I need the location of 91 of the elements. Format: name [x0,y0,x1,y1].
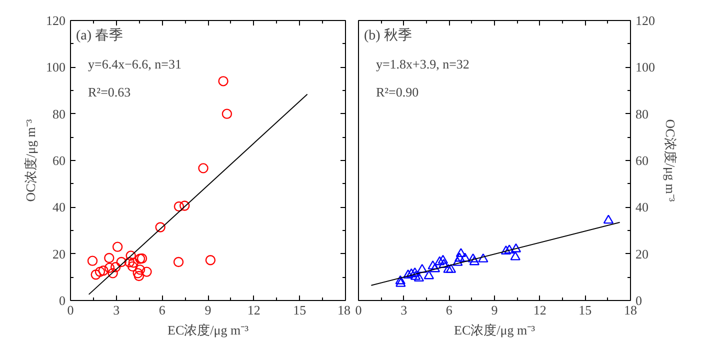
point [180,200,190,211]
point [132,268,143,278]
point [128,258,139,268]
point [396,278,406,287]
point [428,260,438,270]
point [198,163,208,174]
point [222,108,232,119]
point [424,270,434,280]
point [205,255,216,266]
y-tick-label: 100 [46,60,66,75]
point [430,263,440,272]
x-tick-label: 18 [338,302,350,318]
point [218,76,228,86]
y-tick-label: 20 [52,246,66,262]
y-tick-label: 80 [52,106,66,122]
point [124,257,135,268]
point [134,264,146,275]
point [126,250,136,261]
y-tick-label: 120 [46,13,66,28]
point [410,267,420,276]
annotation: y=1.8x+3.9, n=32 [376,56,470,72]
x-tick-label: 12 [247,302,260,318]
point [142,266,152,277]
point [454,252,465,262]
point [414,272,424,282]
y2-tick-label: 60 [636,153,648,168]
point [134,270,144,282]
x-tick-label: 15 [293,302,306,318]
point [110,262,121,272]
annotation: (a) 春季 [76,27,124,44]
x-tick-label: 3 [400,302,408,318]
point [510,243,522,252]
x-tick-label: 15 [578,302,592,318]
point [468,253,478,262]
x-axis-title: EC浓度/μg m⁻³ [454,322,536,338]
point [174,201,184,212]
point [500,245,512,254]
point [173,256,184,268]
y-tick-label: 0 [59,293,66,308]
y2-tick-label: 100 [636,60,655,75]
point [104,252,114,264]
point [446,264,456,273]
point [402,270,414,278]
x-tick-label: 18 [624,302,637,318]
point [456,248,466,258]
x-tick-label: 9 [491,302,498,318]
point [452,256,463,266]
point [438,254,448,264]
point [90,270,101,280]
point [434,256,445,266]
y-axis-title: OC浓度/μg m⁻³ [23,119,38,202]
point [443,264,454,273]
y2-tick-label: 0 [636,293,642,308]
y-tick-label: 40 [52,200,66,215]
point [395,275,406,284]
point [417,264,428,273]
point [116,256,126,268]
point [410,270,421,280]
point [104,262,115,273]
point [510,251,520,260]
point [478,253,488,262]
x-tick-label: 6 [446,302,453,318]
y2-axis-title: OC浓度/μg m⁻³ [663,119,678,202]
point [603,214,614,224]
point [112,242,123,252]
point [504,244,514,254]
point [155,222,166,232]
annotation: y=6.4x−6.6, n=31 [88,56,182,72]
point [469,256,480,266]
point [108,268,118,278]
x-tick-label: 0 [355,302,362,318]
annotation: R²=0.63 [88,84,131,100]
annotation: R²=0.90 [376,84,419,100]
y2-tick-label: 80 [636,106,648,122]
y2-tick-label: 40 [636,200,648,215]
point [127,261,138,272]
x-tick-label: 6 [158,302,166,318]
x-tick-label: 9 [204,302,212,318]
point [94,266,106,277]
y-tick-label: 60 [52,153,66,168]
point [460,252,470,262]
point [98,266,108,276]
annotation: (b) 秋季 [364,27,412,44]
point [406,268,416,278]
x-tick-label: 3 [113,302,120,318]
point [438,259,449,268]
x-tick-label: 12 [533,302,546,318]
x-axis-title: EC浓度/μg m⁻³ [168,322,249,338]
y2-tick-label: 20 [636,246,648,262]
y2-tick-label: 120 [636,13,655,28]
point [87,256,98,266]
